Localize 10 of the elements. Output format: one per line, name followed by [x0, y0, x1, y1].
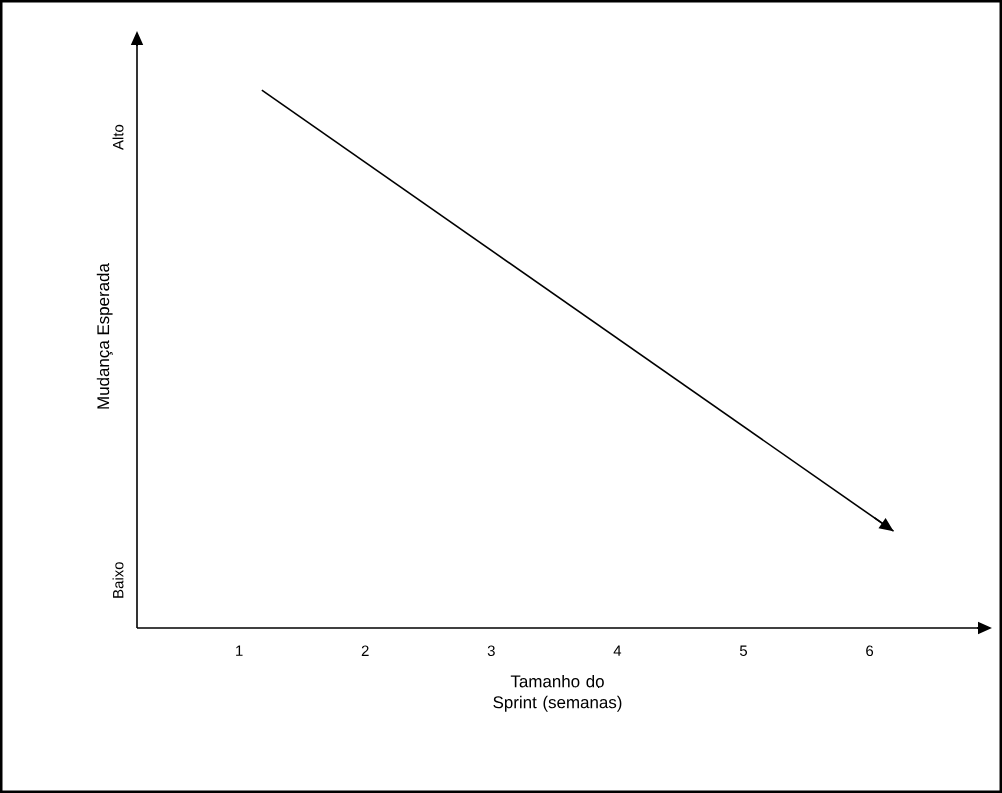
y-axis-title: Mudança Esperada — [96, 263, 113, 409]
x-tick-label: 5 — [739, 645, 748, 656]
x-axis-title: Tamanho do Sprint (semanas) — [493, 674, 622, 712]
text: Alto — [112, 124, 124, 150]
x-tick-label: 1 — [236, 645, 243, 656]
x-tick-label: 4 — [613, 645, 622, 656]
x-tick-label: 6 — [866, 645, 874, 657]
x-tick-label: 3 — [487, 645, 495, 657]
x-tick-label: 2 — [361, 645, 369, 656]
text: Baixo — [112, 562, 124, 598]
